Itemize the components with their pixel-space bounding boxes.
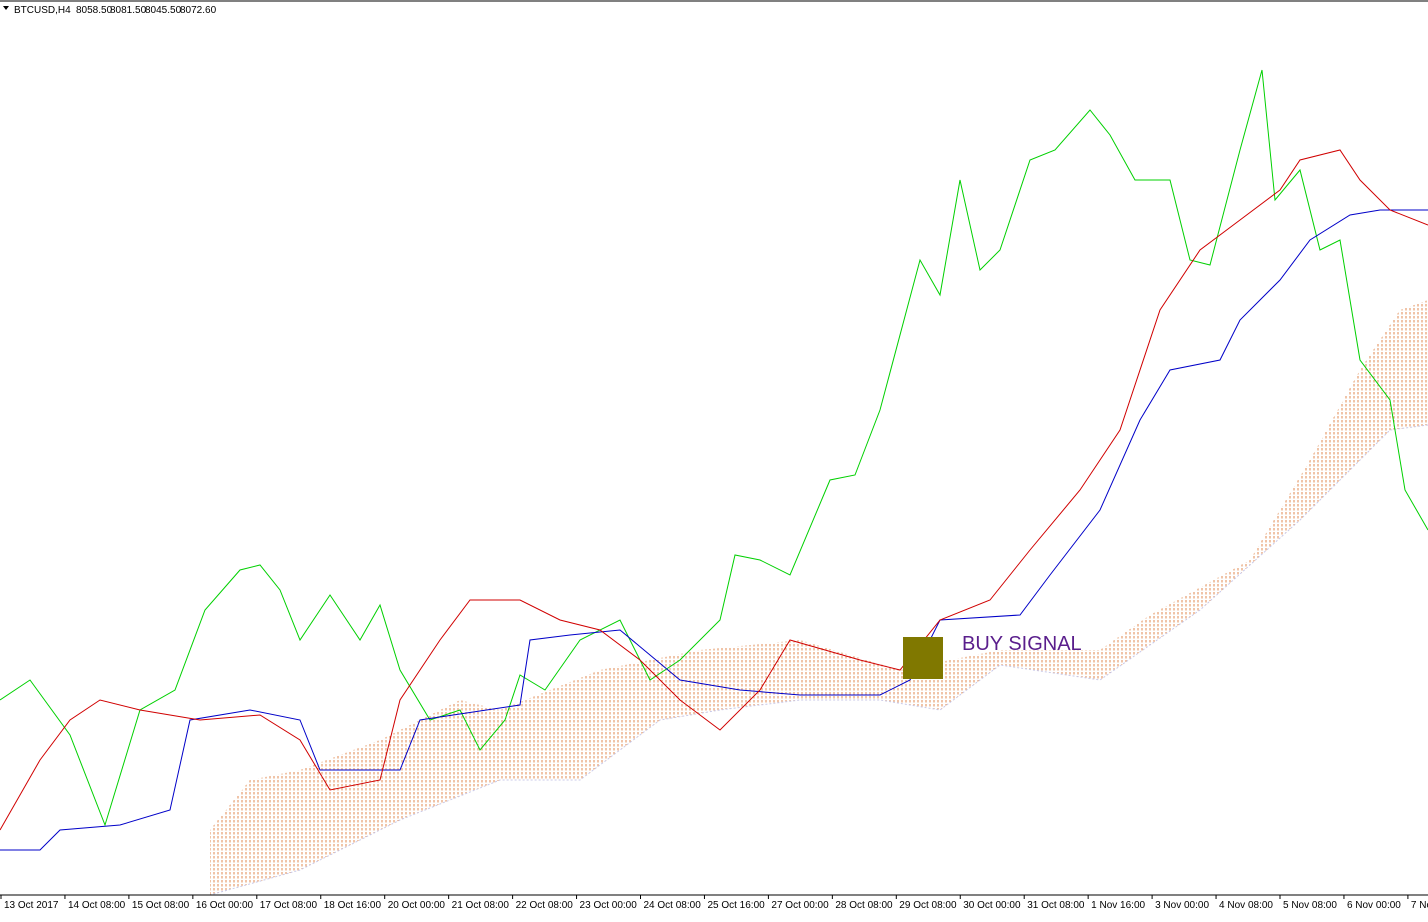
menu-arrow[interactable] — [3, 6, 9, 10]
x-axis: 13 Oct 2017 14 Oct 08:00 15 Oct 08:00 16 Oc… — [0, 895, 1428, 911]
x-tick-label: 4 Nov 08:00 — [1219, 900, 1273, 911]
symbol: BTCUSD,H4 — [14, 5, 71, 16]
x-tick-label: 24 Oct 08:00 — [644, 900, 702, 911]
x-tick-label: 20 Oct 00:00 — [388, 900, 446, 911]
x-tick-label: 18 Oct 16:00 — [324, 900, 382, 911]
x-tick-label: 22 Oct 08:00 — [516, 900, 574, 911]
x-tick-label: 29 Oct 08:00 — [899, 900, 957, 911]
kijun-sen — [0, 209, 1428, 851]
x-tick-label: 7 Nov — [1411, 900, 1428, 911]
x-tick-label: 1 Nov 16:00 — [1091, 900, 1145, 911]
ichimoku-cloud — [210, 300, 1428, 895]
buy-signal-label: BUY SIGNAL — [962, 633, 1082, 655]
x-tick-label: 17 Oct 08:00 — [260, 900, 318, 911]
low-price: 8045.50 — [145, 5, 182, 16]
tenkan-sen — [0, 149, 1428, 831]
x-tick-label: 27 Oct 00:00 — [771, 900, 829, 911]
x-tick-label: 14 Oct 08:00 — [68, 900, 126, 911]
x-tick-label: 3 Nov 00:00 — [1155, 900, 1209, 911]
x-tick-label: 28 Oct 08:00 — [835, 900, 893, 911]
x-tick-label: 15 Oct 08:00 — [132, 900, 190, 911]
x-tick-label: 23 Oct 00:00 — [580, 900, 638, 911]
chikou-span — [0, 69, 1428, 827]
signal-box — [903, 637, 943, 679]
x-tick-label: 30 Oct 00:00 — [963, 900, 1021, 911]
cloud-edge — [209, 424, 1428, 896]
open-price: 8058.50 — [76, 5, 113, 16]
close-price: 8072.60 — [180, 5, 217, 16]
high-price: 8081.50 — [110, 5, 147, 16]
x-tick-label: 6 Nov 00:00 — [1347, 900, 1401, 911]
x-tick-label: 25 Oct 16:00 — [707, 900, 765, 911]
x-tick-label: 16 Oct 00:00 — [196, 900, 254, 911]
x-tick-label: 31 Oct 08:00 — [1027, 900, 1085, 911]
x-tick-label: 13 Oct 2017 — [4, 900, 59, 911]
x-tick-label: 5 Nov 08:00 — [1283, 900, 1337, 911]
x-tick-label: 21 Oct 08:00 — [452, 900, 510, 911]
